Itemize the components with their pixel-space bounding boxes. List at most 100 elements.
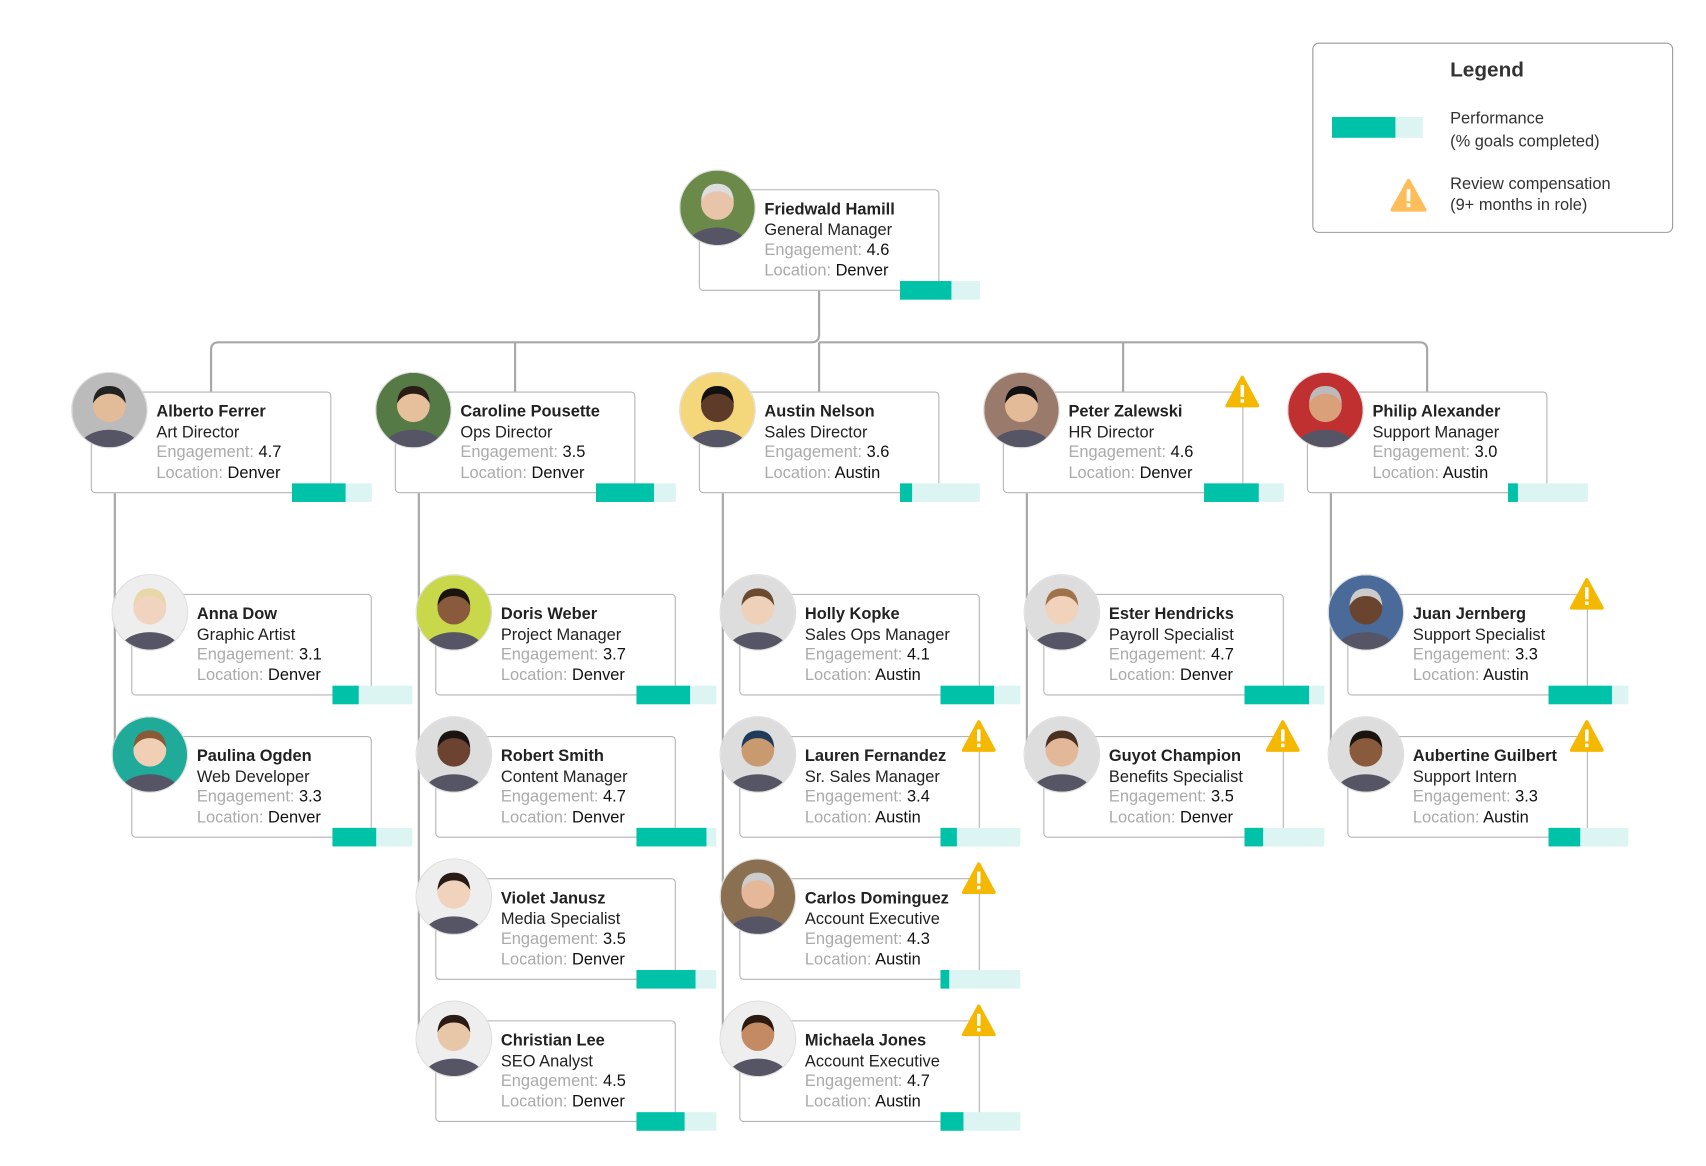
location-value: Austin <box>875 665 921 685</box>
department-head-card[interactable]: Peter Zalewski HR Director Engagement: 4… <box>983 371 1284 502</box>
employee-title: General Manager <box>764 220 893 239</box>
employee-info: Doris Weber Project Manager Engagement: … <box>501 605 626 686</box>
location-value: Denver <box>572 665 625 685</box>
avatar-image <box>72 372 147 448</box>
employee-title: Support Intern <box>1412 767 1517 786</box>
performance-bar <box>940 827 1021 847</box>
employee-info: Violet Janusz Media Specialist Engagemen… <box>501 889 626 970</box>
avatar <box>111 574 189 651</box>
employee-card[interactable]: Lauren Fernandez Sr. Sales Manager Engag… <box>719 716 1021 847</box>
location-row: Location: Austin <box>764 463 889 483</box>
location-value: Denver <box>835 260 889 280</box>
engagement-row: Engagement: 3.5 <box>460 443 599 463</box>
employee-title: Sales Director <box>764 422 868 442</box>
employee-name: Carlos Dominguez <box>804 889 949 908</box>
warning-triangle-icon <box>961 862 996 895</box>
avatar-image <box>416 1001 492 1077</box>
engagement-label: Engagement: <box>500 645 599 664</box>
avatar <box>71 371 148 449</box>
legend-performance-bar <box>1331 117 1423 138</box>
employee-name: Guyot Champion <box>1108 746 1242 766</box>
location-label: Location: <box>1412 665 1480 685</box>
employee-title: Account Executive <box>804 1051 940 1071</box>
employee-title: Project Manager <box>500 624 622 644</box>
employee-name: Peter Zalewski <box>1068 402 1183 422</box>
performance-fill <box>636 1112 685 1131</box>
location-label: Location: <box>500 807 568 827</box>
performance-fill <box>940 1112 964 1131</box>
employee-card[interactable]: Ester Hendricks Payroll Specialist Engag… <box>1023 574 1325 705</box>
employee-name: Ester Hendricks <box>1108 604 1234 624</box>
location-label: Location: <box>804 949 872 969</box>
employee-card[interactable]: Paulina Ogden Web Developer Engagement: … <box>111 716 413 847</box>
engagement-label: Engagement: <box>1412 645 1511 664</box>
employee-card[interactable]: Aubertine Guilbert Support Intern Engage… <box>1327 716 1629 847</box>
employee-card[interactable]: Guyot Champion Benefits Specialist Engag… <box>1023 716 1325 847</box>
employee-card[interactable]: Juan Jernberg Support Specialist Engagem… <box>1327 574 1629 705</box>
location-value: Austin <box>875 1091 921 1111</box>
performance-fill <box>636 685 690 705</box>
location-value: Austin <box>834 463 881 482</box>
avatar <box>679 371 756 449</box>
avatar-image <box>1024 717 1100 792</box>
location-row: Location: Denver <box>501 665 626 685</box>
avatar <box>719 1000 797 1078</box>
location-value: Austin <box>875 807 921 827</box>
employee-card[interactable]: Holly Kopke Sales Ops Manager Engagement… <box>719 574 1021 705</box>
engagement-row: Engagement: 4.6 <box>764 241 894 261</box>
engagement-label: Engagement: <box>500 787 599 806</box>
engagement-value: 4.6 <box>1170 442 1194 462</box>
avatar-image <box>1288 372 1363 448</box>
location-value: Denver <box>227 463 281 482</box>
performance-bar <box>940 1112 1021 1131</box>
department-head-card[interactable]: Alberto Ferrer Art Director Engagement: … <box>71 371 372 502</box>
location-value: Denver <box>572 1091 625 1111</box>
department-head-card[interactable]: Austin Nelson Sales Director Engagement:… <box>679 371 980 502</box>
location-label: Location: <box>804 1091 872 1111</box>
engagement-row: Engagement: 4.7 <box>501 787 628 807</box>
employee-title: Ops Director <box>460 422 553 442</box>
employee-name: Paulina Ogden <box>196 746 312 766</box>
engagement-value: 3.7 <box>603 645 626 664</box>
location-label: Location: <box>1068 463 1136 482</box>
avatar-image <box>680 170 755 245</box>
employee-card[interactable]: Michaela Jones Account Executive Engagem… <box>719 1000 1021 1131</box>
employee-card[interactable]: Christian Lee SEO Analyst Engagement: 4.… <box>415 1000 717 1131</box>
engagement-value: 4.5 <box>603 1071 626 1091</box>
performance-fill <box>1548 685 1612 705</box>
employee-info: Friedwald Hamill General Manager Engagem… <box>764 200 894 281</box>
employee-title: HR Director <box>1068 422 1155 442</box>
employee-title: Content Manager <box>500 767 628 786</box>
employee-info: Ester Hendricks Payroll Specialist Engag… <box>1109 605 1234 686</box>
employee-card[interactable]: Violet Janusz Media Specialist Engagemen… <box>415 858 717 989</box>
employee-info: Aubertine Guilbert Support Intern Engage… <box>1413 747 1557 828</box>
manager-card[interactable]: Friedwald Hamill General Manager Engagem… <box>679 169 980 300</box>
location-row: Location: Denver <box>197 665 322 685</box>
location-value: Austin <box>875 949 921 969</box>
department-head-card[interactable]: Caroline Pousette Ops Director Engagemen… <box>375 371 676 502</box>
employee-name: Juan Jernberg <box>1412 604 1526 624</box>
location-row: Location: Denver <box>501 808 628 828</box>
employee-info: Anna Dow Graphic Artist Engagement: 3.1 … <box>197 605 322 686</box>
warning-triangle-icon <box>961 1004 996 1037</box>
department-head-card[interactable]: Philip Alexander Support Manager Engagem… <box>1287 371 1588 502</box>
engagement-value: 3.3 <box>1515 787 1538 806</box>
employee-card[interactable]: Robert Smith Content Manager Engagement:… <box>415 716 717 847</box>
location-label: Location: <box>500 665 568 685</box>
employee-card[interactable]: Doris Weber Project Manager Engagement: … <box>415 574 717 705</box>
performance-fill <box>596 483 655 502</box>
employee-title: SEO Analyst <box>500 1051 593 1071</box>
employee-card[interactable]: Anna Dow Graphic Artist Engagement: 3.1 … <box>111 574 413 705</box>
warning-triangle-icon <box>1569 720 1604 752</box>
engagement-value: 3.5 <box>1211 787 1234 806</box>
employee-name: Aubertine Guilbert <box>1412 746 1557 766</box>
avatar <box>1327 574 1405 651</box>
engagement-label: Engagement: <box>1068 442 1167 462</box>
employee-title: Payroll Specialist <box>1108 624 1234 644</box>
performance-bar <box>1244 827 1325 847</box>
location-label: Location: <box>156 463 223 482</box>
performance-fill <box>940 827 957 847</box>
employee-card[interactable]: Carlos Dominguez Account Executive Engag… <box>719 858 1021 989</box>
